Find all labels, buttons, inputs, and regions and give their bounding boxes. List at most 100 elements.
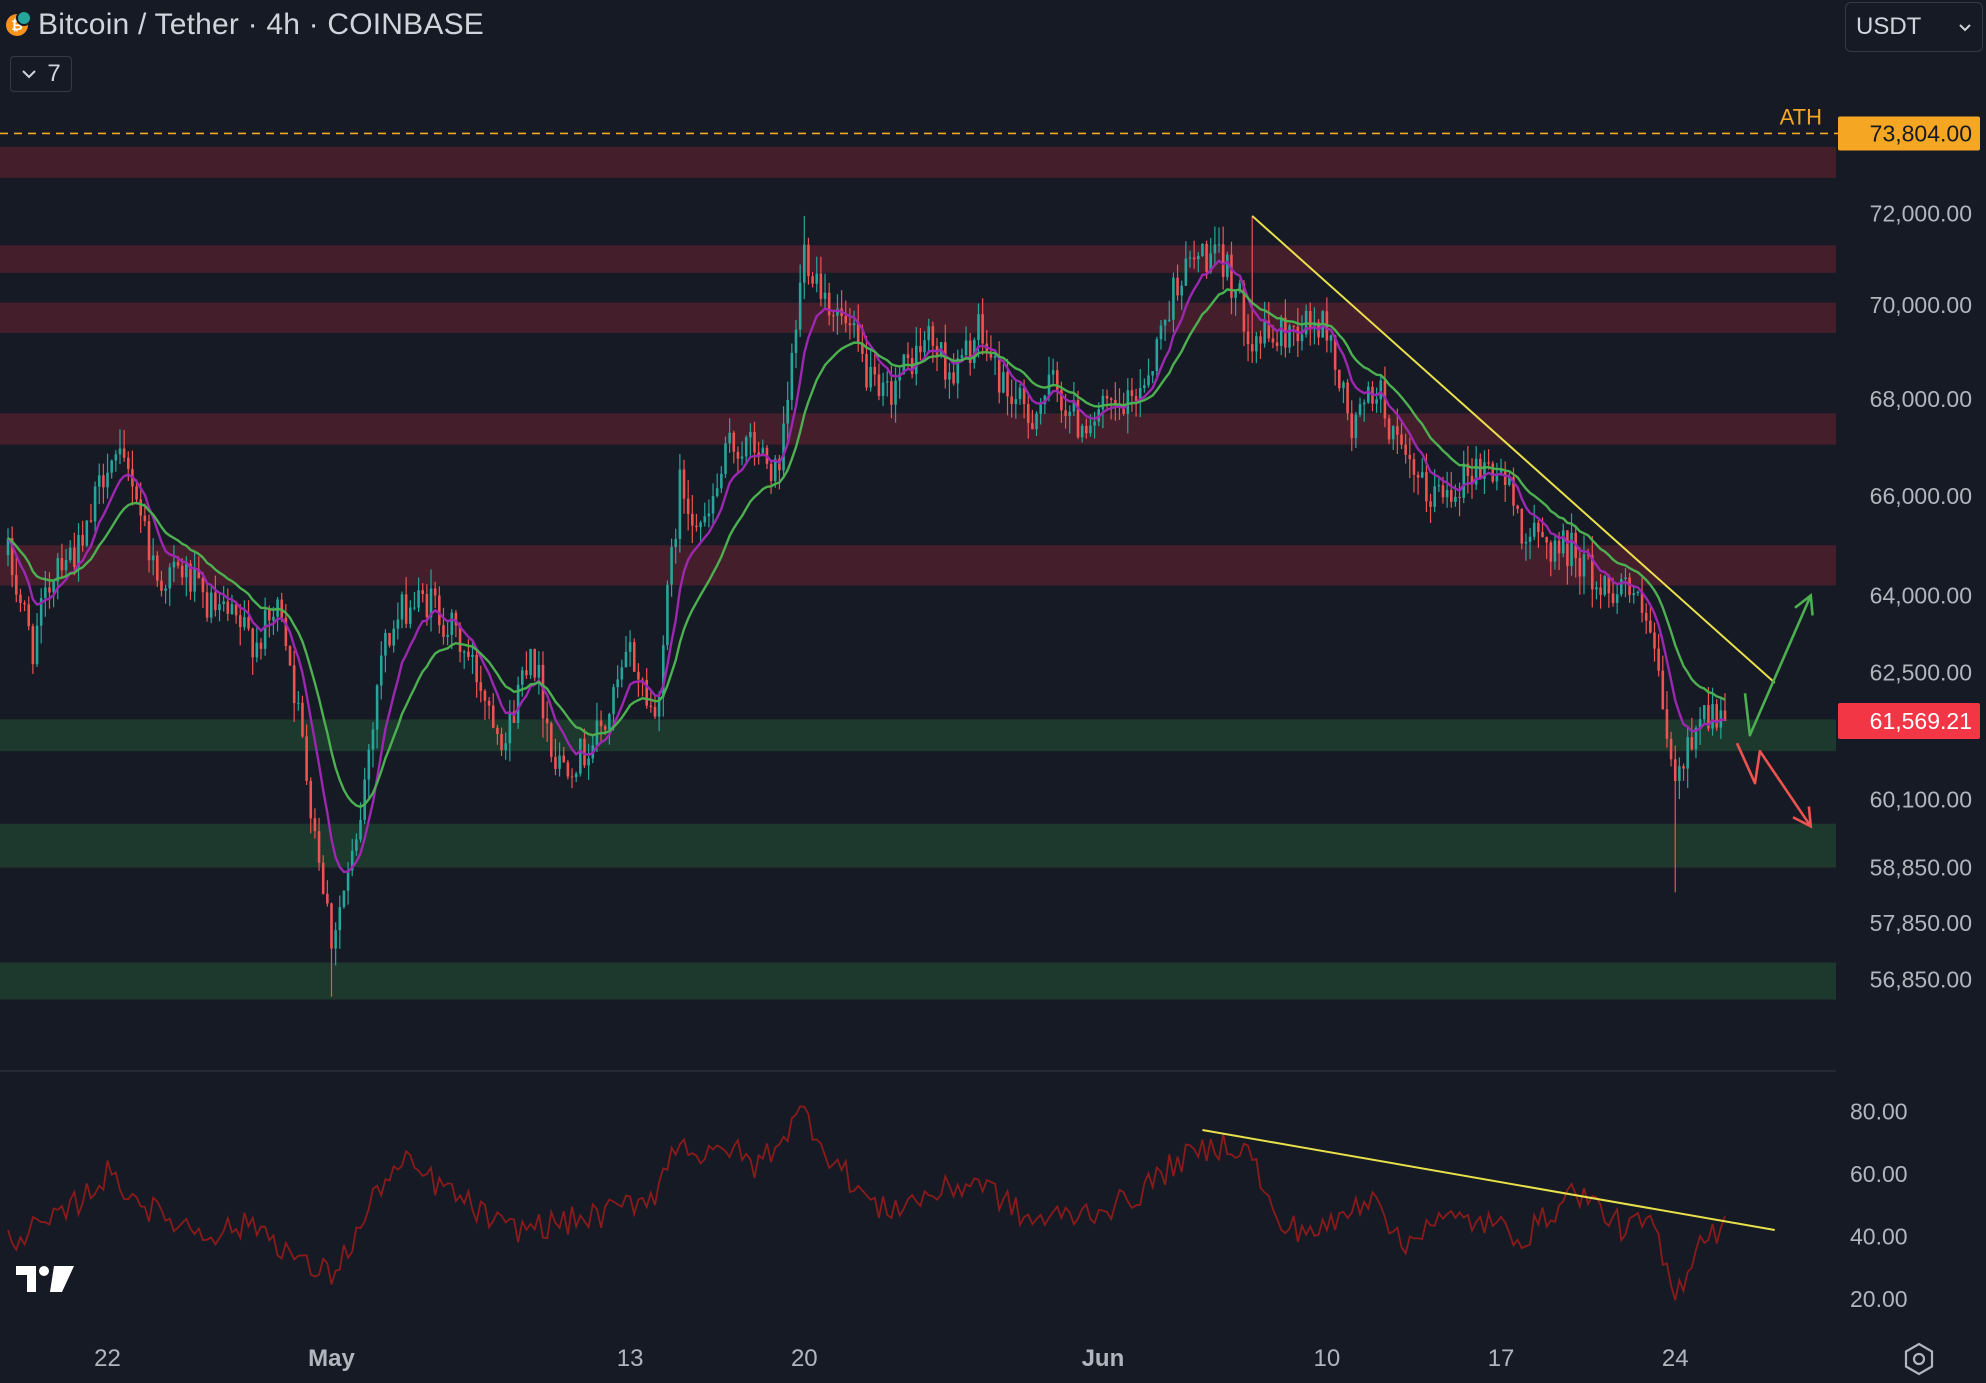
candle-body bbox=[599, 720, 603, 727]
candle-body bbox=[1180, 285, 1183, 296]
candle-body bbox=[1516, 505, 1519, 509]
candle-body bbox=[968, 340, 972, 364]
candle-body bbox=[1661, 670, 1665, 710]
candle-body bbox=[19, 594, 22, 603]
candle-body bbox=[64, 560, 68, 571]
candle-body bbox=[1474, 458, 1478, 485]
candle-body bbox=[475, 654, 478, 683]
candle-body bbox=[508, 711, 512, 744]
candle-body bbox=[827, 292, 831, 316]
candle-body bbox=[180, 565, 184, 578]
candle-body bbox=[110, 460, 113, 473]
currency-select[interactable]: USDT bbox=[1845, 2, 1983, 52]
candle-body bbox=[1201, 243, 1204, 256]
bearish-arrow-head bbox=[1792, 806, 1813, 829]
chevron-down-icon bbox=[22, 70, 37, 79]
candle-body bbox=[1466, 463, 1470, 476]
resistance-zone bbox=[0, 146, 1836, 178]
candle-body bbox=[1586, 554, 1590, 556]
candle-body bbox=[491, 705, 495, 728]
candle-body bbox=[997, 355, 1001, 393]
candle-body bbox=[247, 617, 250, 629]
candle-body bbox=[1167, 319, 1171, 321]
candle-body bbox=[1130, 390, 1134, 397]
bearish-arrow bbox=[1735, 742, 1812, 828]
resistance-zone bbox=[0, 245, 1836, 273]
candle-body bbox=[1628, 577, 1631, 596]
candle-body bbox=[898, 373, 901, 381]
candle-body bbox=[1329, 335, 1333, 341]
candle-body bbox=[1404, 444, 1407, 455]
chart-title: Bitcoin / Tether · 4h · COINBASE bbox=[38, 8, 485, 41]
candle-body bbox=[143, 515, 147, 522]
candle-body bbox=[487, 700, 491, 706]
candle-body bbox=[483, 690, 487, 701]
candle-body bbox=[566, 762, 570, 777]
candle-body bbox=[305, 736, 308, 781]
candle-body bbox=[944, 342, 947, 380]
indicators-toggle-button[interactable]: 7 bbox=[10, 56, 72, 92]
candle-body bbox=[23, 602, 26, 605]
rsi-divergence-line bbox=[1202, 1129, 1775, 1231]
candle-body bbox=[1342, 382, 1345, 389]
candle-body bbox=[803, 244, 806, 283]
candle-body bbox=[1064, 410, 1067, 416]
candle-body bbox=[1702, 705, 1706, 720]
candle-body bbox=[1010, 396, 1013, 405]
candle-body bbox=[1143, 385, 1146, 388]
candle-body bbox=[1549, 542, 1553, 562]
ath-label: ATH bbox=[1780, 104, 1822, 129]
candle-body bbox=[1640, 591, 1644, 613]
candle-body bbox=[686, 498, 690, 514]
tradingview-logo-icon[interactable] bbox=[14, 1262, 76, 1298]
candle-body bbox=[1184, 258, 1188, 286]
candle-body bbox=[251, 628, 254, 658]
candle-body bbox=[1715, 704, 1718, 728]
candle-body bbox=[885, 381, 889, 383]
candle-body bbox=[678, 469, 682, 540]
bullish-arrow bbox=[1743, 594, 1812, 737]
candle-body bbox=[1566, 530, 1569, 567]
candle-body bbox=[1620, 579, 1623, 595]
candle-body bbox=[1259, 336, 1262, 344]
time-axis-tick: 10 bbox=[1314, 1345, 1341, 1372]
candle-body bbox=[1491, 463, 1495, 482]
candle-body bbox=[197, 569, 201, 579]
candle-body bbox=[612, 687, 615, 715]
candle-body bbox=[1653, 632, 1656, 649]
candle-body bbox=[1387, 418, 1391, 440]
ema-slow-line bbox=[7, 288, 1726, 809]
rsi-axis-tick: 60.00 bbox=[1850, 1161, 1908, 1187]
resistance-zone bbox=[0, 413, 1836, 445]
candle-body bbox=[85, 520, 89, 546]
candle-body bbox=[1101, 395, 1105, 410]
candle-body bbox=[1607, 576, 1611, 594]
symbol-header[interactable]: ₿ Bitcoin / Tether · 4h · COINBASE bbox=[6, 8, 484, 42]
candle-body bbox=[923, 340, 926, 353]
candle-body bbox=[500, 733, 503, 751]
support-zone bbox=[0, 823, 1836, 868]
candle-body bbox=[545, 718, 549, 724]
candle-body bbox=[118, 448, 122, 455]
candle-body bbox=[56, 558, 60, 582]
candle-body bbox=[1035, 413, 1038, 430]
candle-body bbox=[558, 755, 561, 769]
candle-body bbox=[1080, 425, 1084, 438]
candle-body bbox=[429, 588, 433, 618]
candles bbox=[6, 215, 1727, 997]
candle-body bbox=[1615, 594, 1619, 604]
candle-body bbox=[1686, 737, 1689, 769]
candle-body bbox=[267, 610, 271, 621]
candle-body bbox=[1151, 371, 1154, 376]
candle-body bbox=[1512, 477, 1515, 506]
candle-body bbox=[852, 323, 856, 326]
candle-body bbox=[703, 516, 707, 523]
settings-icon[interactable] bbox=[1902, 1342, 1936, 1376]
candle-body bbox=[1109, 398, 1113, 401]
candle-body bbox=[1599, 587, 1602, 595]
candle-body bbox=[1611, 593, 1615, 604]
candle-body bbox=[1275, 342, 1279, 347]
candle-body bbox=[562, 755, 566, 763]
price-axis-tick: 64,000.00 bbox=[1870, 583, 1972, 609]
